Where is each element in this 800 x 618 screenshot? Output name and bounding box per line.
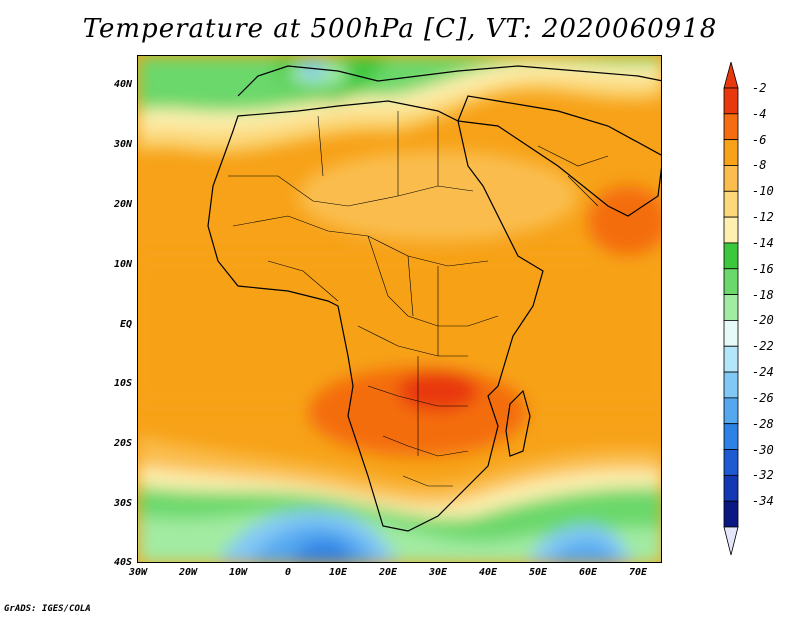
- colorbar-box: [723, 371, 739, 399]
- colorbar-box: [723, 113, 739, 141]
- lon-label-10w: 10W: [228, 567, 248, 578]
- colorbar-bottom-triangle: [723, 526, 739, 556]
- lat-label-40n: 40N: [113, 79, 132, 90]
- lat-label-20s: 20S: [113, 438, 132, 449]
- grads-credit: GrADS: IGES/COLA: [4, 604, 91, 614]
- colorbar-label: -32: [752, 468, 774, 483]
- colorbar-box: [723, 449, 739, 476]
- field-cold-south-7: [549, 541, 618, 562]
- madagascar-outline: [505, 389, 531, 457]
- colorbar-label: -18: [752, 287, 774, 302]
- field-cold-north-pocket-2: [299, 62, 327, 78]
- lat-label-eq: EQ: [119, 319, 132, 330]
- lat-label-10s: 10S: [113, 378, 132, 389]
- lon-label-20w: 20W: [178, 567, 198, 578]
- lon-label-0: 0: [284, 567, 292, 578]
- field-southern-hot: [398, 371, 478, 411]
- colorbar-box: [723, 345, 739, 373]
- lat-label-30n: 30N: [113, 139, 132, 150]
- colorbar: [723, 62, 739, 556]
- colorbar-box: [723, 87, 739, 115]
- africa-outline: [207, 100, 544, 532]
- lat-label-30s: 30S: [113, 498, 132, 509]
- lat-label-40s: 40S: [113, 557, 132, 568]
- lat-label-20n: 20N: [113, 199, 132, 210]
- field-cold-north: [138, 56, 661, 112]
- colorbar-box: [723, 139, 739, 166]
- colorbar-box: [723, 190, 739, 218]
- lat-label-10n: 10N: [113, 259, 132, 270]
- colorbar-label: -6: [752, 132, 767, 147]
- map-title: Temperature at 500hPa [C], VT: 202006091…: [82, 14, 718, 44]
- field-cold-south-5: [289, 539, 356, 562]
- colorbar-box: [723, 500, 739, 528]
- colorbar-label: -8: [752, 158, 767, 173]
- coastlines: [207, 65, 661, 532]
- lon-label-60e: 60E: [578, 567, 598, 578]
- colorbar-label: -22: [752, 339, 774, 354]
- colorbar-box: [723, 242, 739, 270]
- colorbar-box: [723, 423, 739, 450]
- colorbar-label: -24: [752, 365, 774, 380]
- colorbar-label: -4: [752, 106, 767, 121]
- arabia-outline: [457, 95, 661, 217]
- temperature-map: [137, 55, 662, 563]
- colorbar-box: [723, 294, 739, 321]
- colorbar-box: [723, 216, 739, 244]
- colorbar-label: -28: [752, 416, 774, 431]
- colorbar-label: -2: [752, 81, 767, 95]
- colorbar-label: -12: [752, 210, 774, 225]
- lon-label-50e: 50E: [528, 567, 548, 578]
- colorbar-box: [723, 320, 739, 347]
- field-sahara: [298, 151, 578, 241]
- temperature-field: [138, 56, 661, 562]
- colorbar-label: -30: [752, 442, 774, 457]
- europe-coast: [237, 65, 661, 97]
- colorbar-top-triangle: [723, 62, 739, 89]
- colorbar-label: -20: [752, 313, 774, 328]
- colorbar-box: [723, 474, 739, 502]
- lon-label-20e: 20E: [378, 567, 398, 578]
- colorbar-label: -10: [752, 184, 774, 199]
- colorbar-box: [723, 165, 739, 192]
- colorbar-box: [723, 397, 739, 425]
- country-borders: [228, 111, 609, 487]
- lon-label-70e: 70E: [628, 567, 648, 578]
- lon-label-40e: 40E: [478, 567, 498, 578]
- colorbar-label: -16: [752, 261, 774, 276]
- lon-label-30w: 30W: [128, 567, 148, 578]
- lon-label-30e: 30E: [428, 567, 448, 578]
- lon-label-10e: 10E: [328, 567, 348, 578]
- field-arabia-warm: [588, 186, 661, 256]
- colorbar-label: -26: [752, 390, 774, 405]
- colorbar-box: [723, 268, 739, 295]
- colorbar-label: -14: [752, 235, 774, 250]
- colorbar-label: -34: [752, 494, 774, 509]
